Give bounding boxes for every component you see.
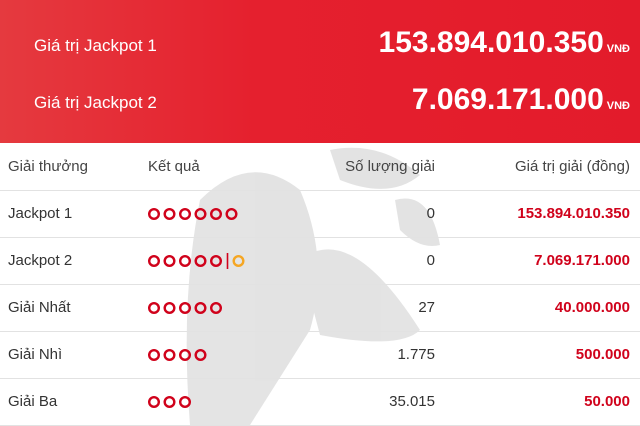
prize-name: Jackpot 1 (8, 205, 73, 222)
balls (147, 301, 223, 315)
ball (210, 207, 223, 221)
table-row: Jackpot 1 0 153.894.010.350 (0, 190, 640, 238)
column-header: Giải thưởng (8, 158, 88, 175)
result-icons (147, 250, 258, 274)
ball (194, 301, 207, 315)
prize-count: 35.015 (389, 393, 435, 410)
ball (194, 254, 207, 268)
table-header: Giải thưởng Kết quả Số lượng giải Giá tr… (0, 143, 640, 191)
ball (210, 254, 223, 268)
column-header: Số lượng giải (345, 158, 435, 175)
result-icons (147, 391, 258, 415)
jackpot-row: Giá trị Jackpot 2 7.069.171.000 VNĐ (0, 77, 640, 127)
prize-value: 500.000 (575, 346, 630, 363)
prize-value: 50.000 (584, 393, 630, 410)
prize-value: 40.000.000 (554, 299, 630, 316)
ball (147, 207, 161, 221)
jackpot-row: Giá trị Jackpot 1 153.894.010.350 VNĐ (0, 20, 640, 70)
jackpot-banner: Giá trị Jackpot 1 153.894.010.350 VNĐ Giá… (0, 0, 640, 143)
balls (147, 395, 192, 409)
prize-name: Giải Nhì (8, 346, 63, 363)
ball (163, 348, 176, 362)
table-row: Giải Ba 35.015 50.000 (0, 378, 640, 426)
balls (147, 253, 245, 269)
result-icons (147, 344, 258, 368)
ball (147, 348, 161, 362)
jackpot-label: Giá trị Jackpot 2 (34, 93, 157, 112)
prize-name: Giải Ba (8, 393, 58, 410)
special-ball (232, 254, 245, 268)
ball (163, 395, 176, 409)
ball (147, 301, 161, 315)
prize-count: 0 (426, 252, 435, 269)
ball (147, 254, 161, 268)
column-header: Kết quả (148, 158, 200, 175)
ball (179, 207, 192, 221)
ball (163, 301, 176, 315)
prize-value: 7.069.171.000 (534, 252, 630, 269)
table-row: Jackpot 2 0 7.069.171.000 (0, 237, 640, 285)
ball (179, 348, 192, 362)
jackpot-value: 7.069.171.000 VNĐ (412, 83, 630, 117)
ball (210, 301, 223, 315)
amount: 153.894.010.350 (378, 26, 604, 59)
ball (194, 207, 207, 221)
balls (147, 348, 207, 362)
balls (147, 207, 238, 221)
ball (225, 207, 238, 221)
column-header: Giá trị giải (đồng) (514, 158, 630, 175)
ball (147, 395, 161, 409)
prize-count: 27 (418, 299, 435, 316)
ball (194, 348, 207, 362)
jackpot-label: Giá trị Jackpot 1 (34, 36, 157, 55)
prize-count: 1.775 (397, 346, 435, 363)
prize-name: Giải Nhất (8, 299, 71, 316)
unit: VNĐ (606, 43, 630, 55)
result-icons (147, 297, 258, 321)
prize-count: 0 (426, 205, 435, 222)
ball (179, 301, 192, 315)
table-row: Giải Nhì 1.775 500.000 (0, 331, 640, 379)
amount: 7.069.171.000 (411, 83, 604, 116)
jackpot-value: 153.894.010.350 VNĐ (379, 26, 630, 60)
prize-name: Jackpot 2 (8, 252, 73, 269)
unit: VNĐ (606, 100, 630, 112)
ball (163, 254, 176, 268)
ball (163, 207, 176, 221)
table-row: Giải Nhất 27 40.000.000 (0, 284, 640, 332)
prize-value: 153.894.010.350 (517, 205, 630, 222)
result-icons (147, 203, 258, 227)
ball (179, 395, 192, 409)
ball (179, 254, 192, 268)
